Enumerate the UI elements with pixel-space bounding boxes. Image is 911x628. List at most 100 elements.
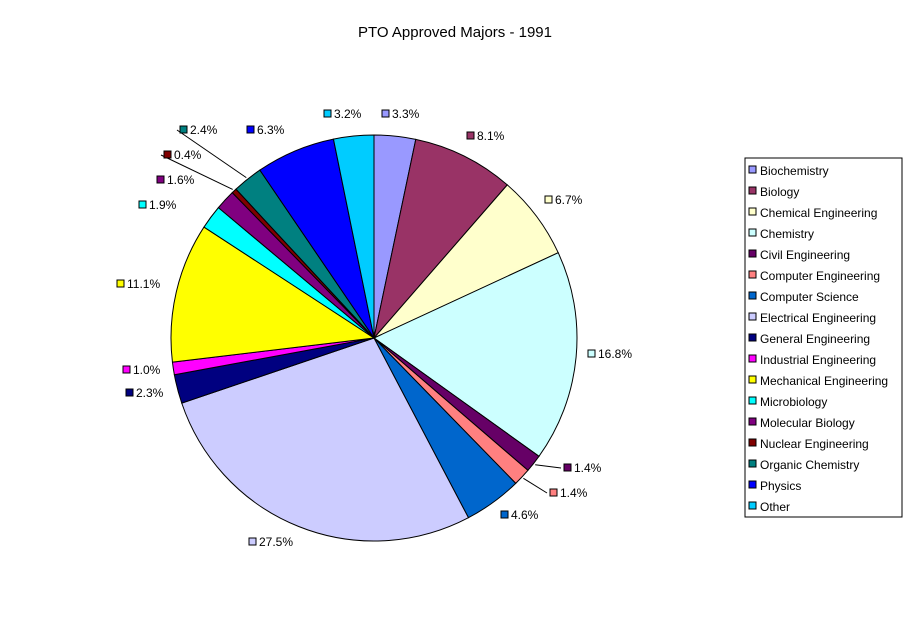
data-label-physics: 6.3%	[246, 123, 285, 137]
legend-item-mechanical-engineering: Mechanical Engineering	[748, 374, 888, 388]
data-label-swatch-molecular-biology	[156, 175, 165, 184]
pie-slice-mechanical-engineering	[170, 226, 376, 363]
data-label-text-computer-science: 4.6%	[511, 508, 539, 522]
legend-item-general-engineering: General Engineering	[748, 332, 870, 346]
legend-label-general-engineering: General Engineering	[760, 332, 870, 346]
data-label-swatch-computer-science	[500, 510, 509, 519]
legend-item-microbiology: Microbiology	[748, 395, 827, 409]
pie-slice-biology	[373, 138, 508, 340]
data-label-text-biochemistry: 3.3%	[392, 107, 420, 121]
data-label-text-biology: 8.1%	[477, 129, 505, 143]
legend-label-computer-science: Computer Science	[760, 290, 859, 304]
data-label-civil-engineering: 1.4%	[563, 461, 602, 475]
legend-label-chemical-engineering: Chemical Engineering	[760, 206, 877, 220]
data-label-swatch-general-engineering	[125, 388, 134, 397]
pie-slice-electrical-engineering	[181, 337, 470, 542]
legend-swatch-computer-engineering	[748, 270, 757, 279]
legend-swatch-mechanical-engineering	[748, 375, 757, 384]
data-label-industrial-engineering: 1.0%	[122, 363, 161, 377]
legend-item-computer-engineering: Computer Engineering	[748, 269, 880, 283]
data-label-swatch-chemical-engineering	[544, 195, 553, 204]
data-label-text-civil-engineering: 1.4%	[574, 461, 602, 475]
data-label-text-mechanical-engineering: 11.1%	[127, 277, 160, 291]
data-label-swatch-biology	[466, 131, 475, 140]
legend-label-electrical-engineering: Electrical Engineering	[760, 311, 876, 325]
chart-title: PTO Approved Majors - 1991	[358, 24, 552, 41]
leader-lines	[160, 129, 562, 494]
data-label-text-industrial-engineering: 1.0%	[133, 363, 161, 377]
legend-label-chemistry: Chemistry	[760, 227, 814, 241]
legend-label-industrial-engineering: Industrial Engineering	[760, 353, 876, 367]
data-label-swatch-other	[323, 109, 332, 118]
legend-item-nuclear-engineering: Nuclear Engineering	[748, 437, 869, 451]
data-label-chemistry: 16.8%	[587, 347, 632, 361]
legend-label-organic-chemistry: Organic Chemistry	[760, 458, 859, 472]
data-label-swatch-physics	[246, 125, 255, 134]
legend-label-mechanical-engineering: Mechanical Engineering	[760, 374, 888, 388]
data-label-other: 3.2%	[323, 107, 362, 121]
data-label-swatch-computer-engineering	[549, 488, 558, 497]
leader-line-computer-engineering	[523, 477, 548, 494]
legend-item-biochemistry: Biochemistry	[748, 164, 829, 178]
data-label-mechanical-engineering: 11.1%	[116, 277, 160, 291]
legend-swatch-biochemistry	[748, 165, 757, 174]
legend-swatch-microbiology	[748, 396, 757, 405]
data-label-swatch-chemistry	[587, 349, 596, 358]
data-label-text-general-engineering: 2.3%	[136, 386, 164, 400]
legend-item-molecular-biology: Molecular Biology	[748, 416, 855, 430]
legend-label-biology: Biology	[760, 185, 799, 199]
legend-label-molecular-biology: Molecular Biology	[760, 416, 855, 430]
pie-slices	[170, 134, 578, 542]
legend-swatch-chemical-engineering	[748, 207, 757, 216]
leader-line-nuclear-engineering	[160, 154, 233, 190]
legend-swatch-biology	[748, 186, 757, 195]
data-label-swatch-industrial-engineering	[122, 365, 131, 374]
data-label-text-chemical-engineering: 6.7%	[555, 193, 583, 207]
legend-swatch-civil-engineering	[748, 249, 757, 258]
legend-swatch-electrical-engineering	[748, 312, 757, 321]
data-label-text-organic-chemistry: 2.4%	[190, 123, 218, 137]
legend-swatch-chemistry	[748, 228, 757, 237]
data-label-swatch-electrical-engineering	[248, 537, 257, 546]
data-label-computer-engineering: 1.4%	[549, 486, 588, 500]
data-label-swatch-biochemistry	[381, 109, 390, 118]
data-label-text-electrical-engineering: 27.5%	[259, 535, 293, 549]
data-label-computer-science: 4.6%	[500, 508, 539, 522]
legend-item-computer-science: Computer Science	[748, 290, 859, 304]
legend-item-electrical-engineering: Electrical Engineering	[748, 311, 876, 325]
legend-item-physics: Physics	[748, 479, 801, 493]
legend-item-industrial-engineering: Industrial Engineering	[748, 353, 876, 367]
legend-swatch-computer-science	[748, 291, 757, 300]
legend-swatch-physics	[748, 480, 757, 489]
legend-item-chemistry: Chemistry	[748, 227, 814, 241]
data-label-text-nuclear-engineering: 0.4%	[174, 148, 202, 162]
legend-swatch-other	[748, 501, 757, 510]
data-label-organic-chemistry: 2.4%	[179, 123, 218, 137]
data-label-nuclear-engineering: 0.4%	[163, 148, 202, 162]
legend-item-chemical-engineering: Chemical Engineering	[748, 206, 877, 220]
legend-label-microbiology: Microbiology	[760, 395, 827, 409]
leader-line-organic-chemistry	[176, 129, 247, 179]
data-label-swatch-organic-chemistry	[179, 125, 188, 134]
leader-line-civil-engineering	[535, 464, 562, 469]
data-label-text-molecular-biology: 1.6%	[167, 173, 195, 187]
legend-label-nuclear-engineering: Nuclear Engineering	[760, 437, 869, 451]
data-label-swatch-civil-engineering	[563, 463, 572, 472]
data-label-text-microbiology: 1.9%	[149, 198, 177, 212]
legend-label-other: Other	[760, 500, 790, 514]
data-label-text-computer-engineering: 1.4%	[560, 486, 588, 500]
data-label-swatch-microbiology	[138, 200, 147, 209]
data-label-chemical-engineering: 6.7%	[544, 193, 583, 207]
legend-label-biochemistry: Biochemistry	[760, 164, 829, 178]
data-label-electrical-engineering: 27.5%	[248, 535, 293, 549]
data-label-molecular-biology: 1.6%	[156, 173, 195, 187]
legend-swatch-organic-chemistry	[748, 459, 757, 468]
data-label-microbiology: 1.9%	[138, 198, 177, 212]
legend-item-biology: Biology	[748, 185, 799, 199]
legend-item-civil-engineering: Civil Engineering	[748, 248, 850, 262]
legend-label-physics: Physics	[760, 479, 801, 493]
data-label-text-physics: 6.3%	[257, 123, 285, 137]
legend: Biochemistry Biology Chemical Engineering C…	[744, 157, 903, 518]
